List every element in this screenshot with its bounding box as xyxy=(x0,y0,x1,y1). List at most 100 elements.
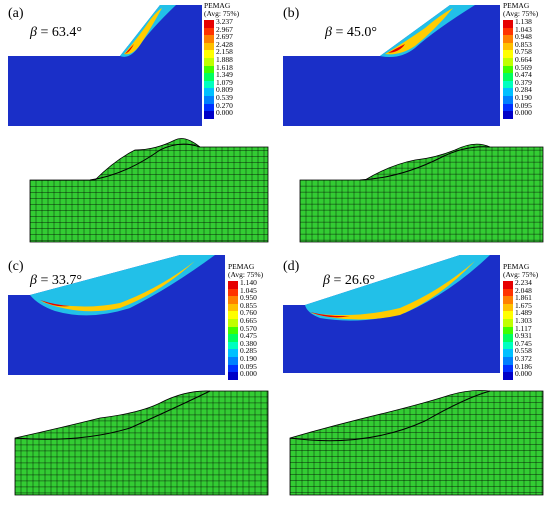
contour-model xyxy=(283,255,500,373)
legend-swatch xyxy=(503,58,513,66)
legend-swatch xyxy=(204,20,214,28)
legend-value: 0.095 xyxy=(240,361,257,371)
plastic-strain-peak xyxy=(388,44,405,53)
panel-a-graphics xyxy=(8,5,269,243)
legend-subtitle: (Avg: 75%) xyxy=(503,270,539,279)
legend-value: 0.809 xyxy=(216,85,233,95)
panel-c-graphics xyxy=(8,255,269,496)
plastic-strain-band xyxy=(305,255,490,321)
legend-title: PEMAG xyxy=(204,1,231,10)
legend-value: 0.665 xyxy=(240,316,257,325)
legend-swatch xyxy=(204,73,214,82)
legend-value: 0.931 xyxy=(515,331,532,341)
legend-value: 1.303 xyxy=(515,316,532,325)
legend-swatch xyxy=(204,27,214,36)
legend-value: 2.697 xyxy=(216,32,233,42)
legend-swatch xyxy=(503,42,513,51)
legend-swatch xyxy=(204,35,214,44)
legend-value: 0.570 xyxy=(240,323,257,333)
legend-value: 1.349 xyxy=(216,70,233,80)
legend-title: PEMAG xyxy=(503,1,530,10)
legend-swatch xyxy=(503,296,513,305)
mesh-outline xyxy=(14,390,269,496)
legend-subtitle: (Avg: 75%) xyxy=(228,270,264,279)
beta-symbol: β xyxy=(30,273,37,288)
legend-swatch xyxy=(228,303,238,312)
slope-angle-label: β = 33.7° xyxy=(30,273,82,289)
panel-label: (c) xyxy=(8,259,24,274)
legend-swatch xyxy=(503,357,513,365)
legend-value: 0.558 xyxy=(515,346,532,356)
plastic-strain-band xyxy=(30,255,215,316)
legend-value: 1.079 xyxy=(216,77,233,87)
legend-value: 1.140 xyxy=(240,278,257,287)
legend-value: 0.000 xyxy=(216,108,233,118)
legend-value: 0.270 xyxy=(216,100,233,110)
legend-value: 2.048 xyxy=(515,285,532,295)
legend-value: 1.138 xyxy=(515,17,532,26)
legend-title: PEMAG xyxy=(503,262,530,271)
legend-value: 3.237 xyxy=(216,17,233,26)
legend-value: 0.190 xyxy=(515,93,532,102)
legend-title: PEMAG xyxy=(228,262,255,271)
legend-value: 1.043 xyxy=(515,24,532,34)
beta-value: = 33.7° xyxy=(36,273,82,288)
plastic-strain-peak xyxy=(40,300,70,307)
legend-value: 2.967 xyxy=(216,24,233,34)
legend-swatch xyxy=(228,357,238,365)
legend-swatch xyxy=(503,364,513,373)
deformed-mesh xyxy=(14,390,269,496)
legend-value: 1.489 xyxy=(515,308,532,318)
legend-swatch xyxy=(503,111,513,120)
legend-swatch xyxy=(228,326,238,335)
legend-swatch xyxy=(228,311,238,320)
legend-value: 0.000 xyxy=(515,108,532,118)
legend-swatch xyxy=(204,111,214,120)
legend-value: 0.000 xyxy=(515,369,532,379)
legend-value: 2.234 xyxy=(515,278,532,287)
beta-symbol: β xyxy=(323,273,330,288)
legend-swatch xyxy=(503,80,513,89)
panel-label: (a) xyxy=(8,6,24,21)
legend-value: 1.045 xyxy=(240,285,257,295)
mesh-grid-vertical xyxy=(300,144,541,242)
slope-angle-label: β = 45.0° xyxy=(325,25,377,41)
legend-swatch xyxy=(204,50,214,59)
contour-legend: PEMAG (Avg: 75%) 2.234 2.048 1.861 1.675 1.4… xyxy=(503,262,550,381)
panel-label: (b) xyxy=(283,6,300,21)
panel-d-graphics xyxy=(283,255,544,496)
legend-value: 0.664 xyxy=(515,55,532,64)
plastic-strain-core xyxy=(310,261,475,320)
legend-value: 0.372 xyxy=(515,354,532,363)
contour-legend: PEMAG (Avg: 75%) 1.140 1.045 0.950 0.855 0.7… xyxy=(228,262,298,381)
legend-swatch xyxy=(228,288,238,297)
legend-swatch xyxy=(228,349,238,358)
contour-legend: PEMAG (Avg: 75%) 1.138 1.043 0.948 0.853 0.7… xyxy=(503,1,550,120)
legend-value: 1.618 xyxy=(216,62,233,72)
legend-swatch xyxy=(503,20,513,28)
legend-swatch xyxy=(204,80,214,89)
plastic-strain-core xyxy=(40,261,195,312)
plastic-strain-peak xyxy=(310,312,350,318)
legend-swatch xyxy=(228,296,238,305)
legend-swatch xyxy=(503,341,513,350)
legend-swatch xyxy=(503,303,513,312)
legend-value: 0.285 xyxy=(240,346,257,356)
mesh-outline xyxy=(289,390,544,496)
legend-value: 1.117 xyxy=(515,323,532,333)
legend-swatch xyxy=(204,42,214,51)
legend-value: 0.758 xyxy=(515,47,532,57)
legend-swatch xyxy=(503,349,513,358)
legend-swatch xyxy=(503,65,513,74)
legend-value: 0.948 xyxy=(515,32,532,42)
sliding-surface xyxy=(289,390,491,442)
legend-value: 0.379 xyxy=(515,77,532,87)
panel-c: (c) β = 33.7° PEMAG (Avg: 75%) 1.140 1.04… xyxy=(0,253,275,506)
panel-a: (a) β = 63.4° PEMAG (Avg: 75%) 3.237 2.96… xyxy=(0,0,275,253)
plastic-strain-peak xyxy=(125,44,134,54)
panel-b-graphics xyxy=(283,5,544,243)
legend-value: 0.539 xyxy=(216,93,233,102)
legend-value: 0.855 xyxy=(240,300,257,310)
legend-swatch xyxy=(503,73,513,82)
legend-value: 1.861 xyxy=(515,293,532,303)
